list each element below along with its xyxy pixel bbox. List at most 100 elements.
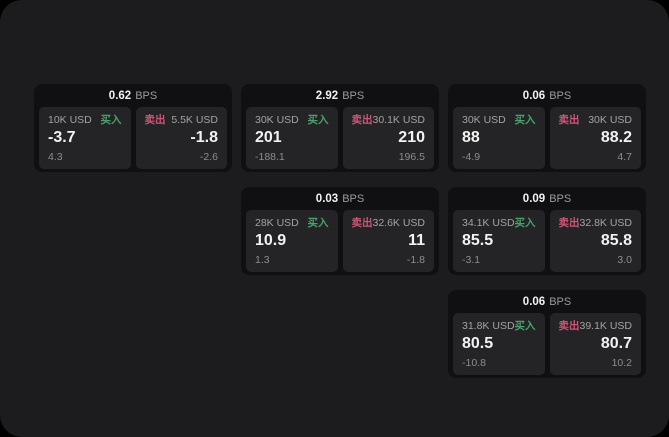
buy-side-tag: 买入 <box>514 320 536 332</box>
bps-value: 0.06 <box>522 89 546 102</box>
sell-panel-top: 卖出 5.5K USD <box>145 114 219 126</box>
sell-size-label: 5.5K USD <box>171 114 218 126</box>
buy-side-tag: 买入 <box>514 114 536 126</box>
buy-quote-panel[interactable]: 28K USD 买入 10.9 1.3 <box>246 210 338 272</box>
buy-quote-panel[interactable]: 31.8K USD 买入 80.5 -10.8 <box>453 313 545 375</box>
buy-sub-value: -4.9 <box>462 151 481 163</box>
buy-quote-panel[interactable]: 34.1K USD 买入 85.5 -3.1 <box>453 210 545 272</box>
bps-value: 0.62 <box>108 89 132 102</box>
sell-sub-value: -1.8 <box>406 254 425 266</box>
sell-panel-top: 卖出 32.6K USD <box>352 217 426 229</box>
buy-size-label: 34.1K USD <box>462 217 515 229</box>
quote-card: 0.06 BPS 30K USD 买入 88 -4.9 卖出 30K USD 8… <box>448 84 646 172</box>
sell-sub-value: -2.6 <box>199 151 218 163</box>
buy-size-label: 30K USD <box>255 114 299 126</box>
bps-value: 0.06 <box>522 295 546 308</box>
buy-sub-value: -10.8 <box>462 357 486 369</box>
quote-card: 2.92 BPS 30K USD 买入 201 -188.1 卖出 30.1K … <box>241 84 439 172</box>
bps-unit-label: BPS <box>549 295 572 308</box>
buy-quote-panel[interactable]: 30K USD 买入 88 -4.9 <box>453 107 545 169</box>
sell-size-label: 30.1K USD <box>372 114 426 126</box>
buy-price-value: -3.7 <box>48 129 76 146</box>
buy-sub-value: -3.1 <box>462 254 481 266</box>
sell-side-tag: 卖出 <box>558 114 580 126</box>
sell-sub-value: 3.0 <box>617 254 632 266</box>
buy-size-label: 10K USD <box>48 114 92 126</box>
sell-sub-value: 10.2 <box>611 357 632 369</box>
bps-unit-label: BPS <box>549 89 572 102</box>
sell-quote-panel[interactable]: 卖出 32.8K USD 85.8 3.0 <box>549 210 641 272</box>
quote-card: 0.06 BPS 31.8K USD 买入 80.5 -10.8 卖出 39.1… <box>448 290 646 378</box>
bps-value: 2.92 <box>315 89 339 102</box>
sell-quote-panel[interactable]: 卖出 32.6K USD 11 -1.8 <box>342 210 434 272</box>
card-body: 34.1K USD 买入 85.5 -3.1 卖出 32.8K USD 85.8… <box>448 210 646 275</box>
sell-price-value: 88.2 <box>600 129 632 146</box>
sell-price-value: 85.8 <box>600 232 632 249</box>
buy-price-value: 88 <box>462 129 480 146</box>
buy-panel-top: 34.1K USD 买入 <box>462 217 536 229</box>
bps-unit-label: BPS <box>549 192 572 205</box>
sell-price-value: 80.7 <box>600 335 632 352</box>
cards-grid: 0.62 BPS 10K USD 买入 -3.7 4.3 卖出 5.5K USD… <box>34 84 646 378</box>
quote-card: 0.03 BPS 28K USD 买入 10.9 1.3 卖出 32.6K US… <box>241 187 439 275</box>
buy-panel-top: 31.8K USD 买入 <box>462 320 536 332</box>
sell-size-label: 39.1K USD <box>579 320 633 332</box>
buy-side-tag: 买入 <box>100 114 122 126</box>
bps-value: 0.03 <box>315 192 339 205</box>
buy-side-tag: 买入 <box>514 217 536 229</box>
sell-side-tag: 卖出 <box>351 114 373 126</box>
buy-price-value: 85.5 <box>462 232 494 249</box>
bps-unit-label: BPS <box>342 89 365 102</box>
sell-side-tag: 卖出 <box>351 217 373 229</box>
buy-price-value: 201 <box>255 129 282 146</box>
buy-sub-value: 4.3 <box>48 151 63 163</box>
buy-size-label: 30K USD <box>462 114 506 126</box>
buy-quote-panel[interactable]: 10K USD 买入 -3.7 4.3 <box>39 107 131 169</box>
card-body: 30K USD 买入 88 -4.9 卖出 30K USD 88.2 4.7 <box>448 107 646 172</box>
card-header: 0.62 BPS <box>34 84 232 107</box>
card-body: 28K USD 买入 10.9 1.3 卖出 32.6K USD 11 -1.8 <box>241 210 439 275</box>
buy-side-tag: 买入 <box>307 114 329 126</box>
sell-price-value: -1.8 <box>190 129 218 146</box>
card-header: 0.03 BPS <box>241 187 439 210</box>
sell-size-label: 30K USD <box>588 114 632 126</box>
sell-sub-value: 4.7 <box>617 151 632 163</box>
sell-side-tag: 卖出 <box>144 114 166 126</box>
card-header: 0.06 BPS <box>448 290 646 313</box>
card-body: 10K USD 买入 -3.7 4.3 卖出 5.5K USD -1.8 -2.… <box>34 107 232 172</box>
buy-sub-value: -188.1 <box>255 151 285 163</box>
card-header: 0.06 BPS <box>448 84 646 107</box>
card-body: 30K USD 买入 201 -188.1 卖出 30.1K USD 210 1… <box>241 107 439 172</box>
sell-side-tag: 卖出 <box>558 320 580 332</box>
sell-price-value: 210 <box>398 129 425 146</box>
sell-sub-value: 196.5 <box>398 151 425 163</box>
quote-card: 0.62 BPS 10K USD 买入 -3.7 4.3 卖出 5.5K USD… <box>34 84 232 172</box>
buy-price-value: 10.9 <box>255 232 287 249</box>
buy-sub-value: 1.3 <box>255 254 270 266</box>
sell-panel-top: 卖出 30K USD <box>559 114 633 126</box>
sell-panel-top: 卖出 30.1K USD <box>352 114 426 126</box>
sell-quote-panel[interactable]: 卖出 5.5K USD -1.8 -2.6 <box>135 107 227 169</box>
buy-panel-top: 30K USD 买入 <box>462 114 536 126</box>
sell-panel-top: 卖出 32.8K USD <box>559 217 633 229</box>
sell-quote-panel[interactable]: 卖出 39.1K USD 80.7 10.2 <box>549 313 641 375</box>
buy-size-label: 31.8K USD <box>462 320 515 332</box>
buy-panel-top: 10K USD 买入 <box>48 114 122 126</box>
bps-unit-label: BPS <box>342 192 365 205</box>
buy-size-label: 28K USD <box>255 217 299 229</box>
sell-price-value: 11 <box>408 232 425 249</box>
buy-price-value: 80.5 <box>462 335 494 352</box>
sell-size-label: 32.6K USD <box>372 217 426 229</box>
card-header: 2.92 BPS <box>241 84 439 107</box>
bps-value: 0.09 <box>522 192 546 205</box>
buy-panel-top: 28K USD 买入 <box>255 217 329 229</box>
card-body: 31.8K USD 买入 80.5 -10.8 卖出 39.1K USD 80.… <box>448 313 646 378</box>
bps-unit-label: BPS <box>135 89 158 102</box>
sell-panel-top: 卖出 39.1K USD <box>559 320 633 332</box>
buy-quote-panel[interactable]: 30K USD 买入 201 -188.1 <box>246 107 338 169</box>
sell-quote-panel[interactable]: 卖出 30.1K USD 210 196.5 <box>342 107 434 169</box>
buy-side-tag: 买入 <box>307 217 329 229</box>
sell-size-label: 32.8K USD <box>579 217 633 229</box>
sell-quote-panel[interactable]: 卖出 30K USD 88.2 4.7 <box>549 107 641 169</box>
